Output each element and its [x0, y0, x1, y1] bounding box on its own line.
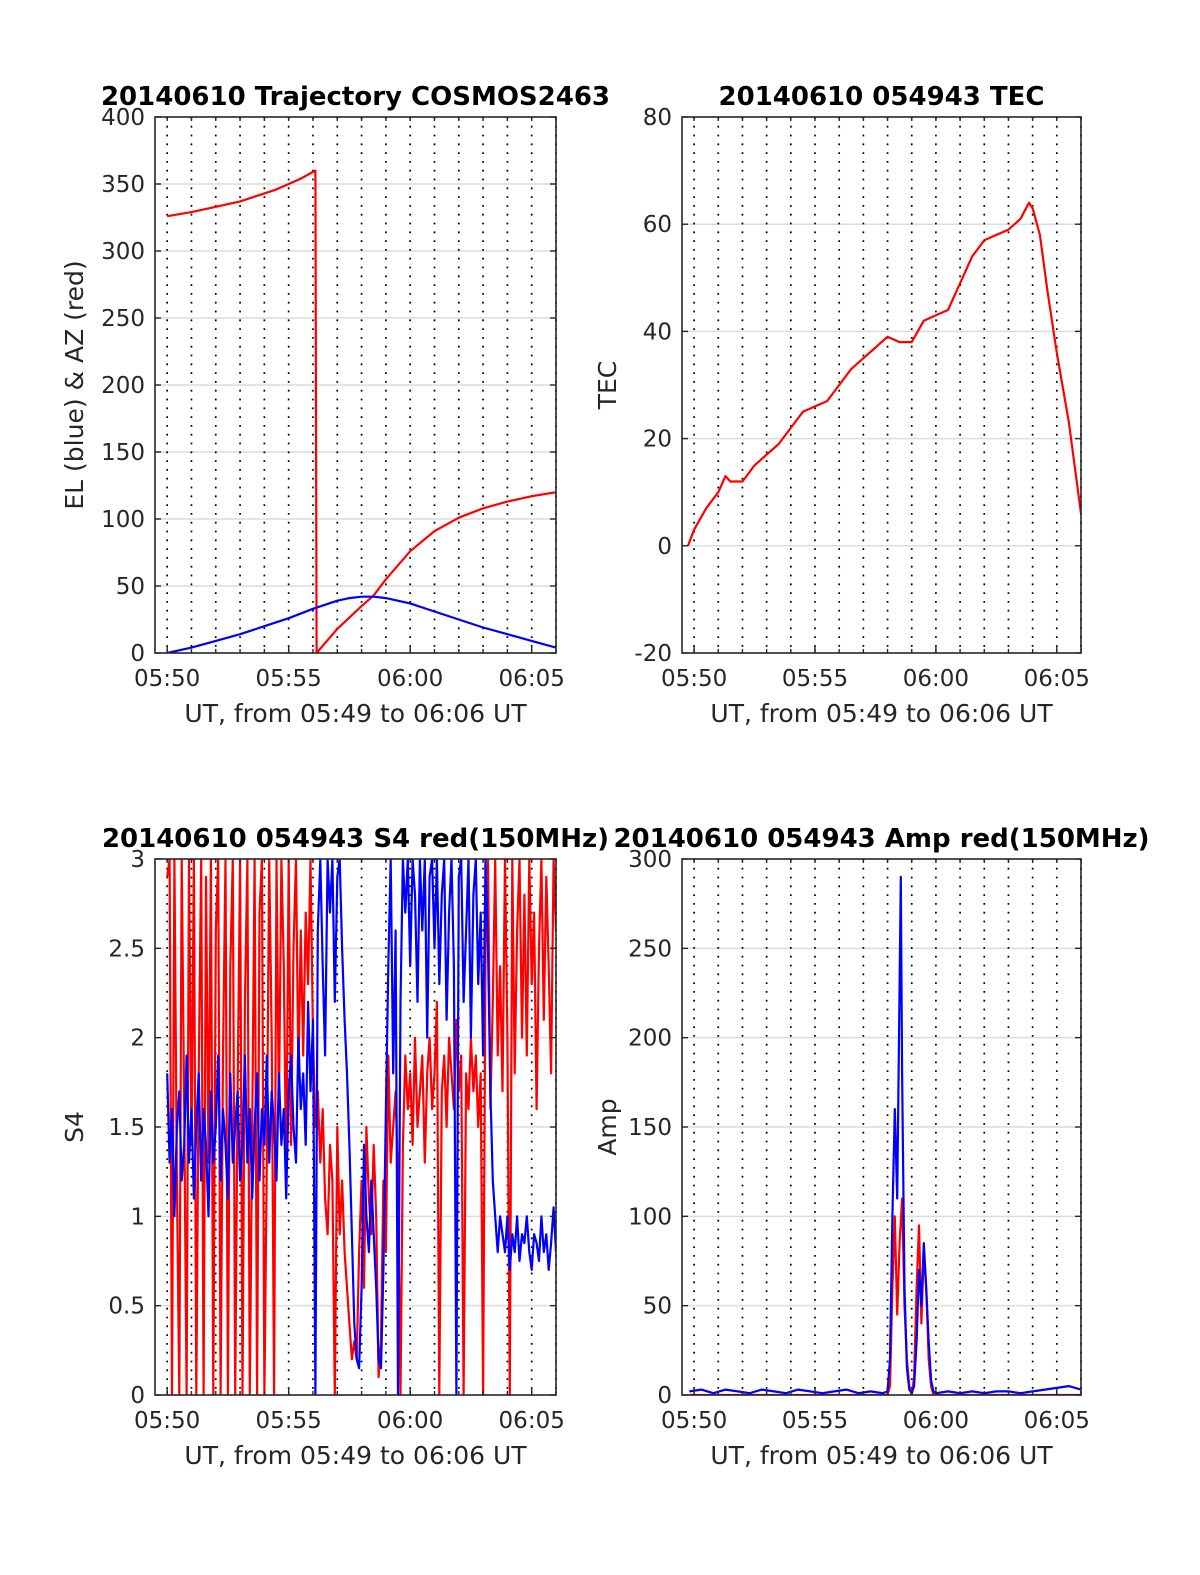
amp-xtick-label: 06:05 [1024, 1408, 1090, 1434]
amp-ytick-label: 100 [628, 1204, 672, 1230]
amp-panel: 0 50 100 150 200 250 300 05:50 05:55 06:00 06:05 20… [593, 824, 1150, 1470]
trajectory-series-red-line [167, 169, 556, 653]
tec-ytick-label: 60 [643, 212, 672, 238]
amp-series-blue-line [689, 875, 1081, 1395]
s4-ytick-label: 0.5 [108, 1294, 145, 1320]
tec-xtick-label: 05:55 [782, 666, 848, 692]
trajectory-ytick-label: 100 [101, 507, 145, 533]
trajectory-xlabel: UT, from 05:49 to 06:06 UT [184, 699, 527, 728]
tec-xlabel: UT, from 05:49 to 06:06 UT [710, 699, 1053, 728]
trajectory-series-blue-line [166, 595, 556, 653]
trajectory-xtick-label: 05:55 [256, 666, 322, 692]
s4-ytick-label: 2 [130, 1026, 145, 1052]
s4-series-red-line [166, 859, 556, 1395]
amp-ytick-label: 250 [628, 936, 672, 962]
amp-xtick-label: 05:55 [782, 1408, 848, 1434]
tec-xtick-label: 05:50 [661, 666, 727, 692]
trajectory-ytick-label: 200 [101, 373, 145, 399]
trajectory-ytick-label: 400 [101, 105, 145, 131]
tec-series-red-line [686, 201, 1081, 547]
s4-series-blue-line [166, 859, 556, 1395]
trajectory-xtick-label: 05:50 [134, 666, 200, 692]
amp-xlabel: UT, from 05:49 to 06:06 UT [710, 1441, 1053, 1470]
s4-panel: 0 0.5 1 1.5 2 2.5 3 05:50 05:55 06:00 06:05 2014061… [60, 824, 609, 1470]
trajectory-ytick-label: 250 [101, 306, 145, 332]
trajectory-ytick-label: 350 [101, 172, 145, 198]
s4-xtick-label: 05:50 [134, 1408, 200, 1434]
s4-xtick-label: 06:00 [377, 1408, 443, 1434]
trajectory-ylabel: EL (blue) & AZ (red) [60, 260, 89, 509]
amp-xtick-label: 06:00 [903, 1408, 969, 1434]
trajectory-ytick-label: 150 [101, 440, 145, 466]
s4-xlabel: UT, from 05:49 to 06:06 UT [184, 1441, 527, 1470]
s4-ytick-label: 1.5 [108, 1115, 145, 1141]
tec-ytick-label: 40 [643, 319, 672, 345]
s4-title: 20140610 054943 S4 red(150MHz) [102, 824, 609, 854]
trajectory-ytick-label: 50 [116, 574, 145, 600]
amp-ytick-label: 150 [628, 1115, 672, 1141]
trajectory-xtick-label: 06:00 [377, 666, 443, 692]
s4-ytick-label: 1 [130, 1204, 145, 1230]
trajectory-panel: 0 50 100 150 200 250 300 350 400 05:50 05:55 06:00 0… [60, 82, 610, 728]
tec-title: 20140610 054943 TEC [719, 82, 1045, 112]
trajectory-ytick-label: 0 [130, 641, 145, 667]
tec-axes-frame [681, 116, 1082, 654]
amp-ytick-label: 200 [628, 1026, 672, 1052]
amp-title: 20140610 054943 Amp red(150MHz) [613, 824, 1149, 854]
s4-ytick-label: 3 [130, 847, 145, 873]
s4-ylabel: S4 [60, 1111, 89, 1143]
amp-xtick-label: 05:50 [661, 1408, 727, 1434]
s4-ytick-label: 2.5 [108, 936, 145, 962]
tec-ytick-label: 20 [643, 427, 672, 453]
tec-ytick-label: -20 [634, 641, 672, 667]
amp-ytick-label: 50 [643, 1294, 672, 1320]
tec-ytick-label: 0 [657, 534, 672, 560]
s4-xtick-label: 06:05 [499, 1408, 565, 1434]
amp-series-red-line [689, 1197, 1081, 1395]
s4-ytick-label: 0 [130, 1383, 145, 1409]
tec-panel: -20 0 20 40 60 80 05:50 05:55 06:00 06:05 20140610… [593, 82, 1090, 728]
trajectory-ytick-label: 300 [101, 239, 145, 265]
trajectory-xtick-label: 06:05 [499, 666, 565, 692]
tec-xtick-label: 06:05 [1024, 666, 1090, 692]
tec-xtick-label: 06:00 [903, 666, 969, 692]
tec-ylabel: TEC [593, 361, 622, 411]
amp-ylabel: Amp [593, 1098, 622, 1155]
tec-ytick-label: 80 [643, 105, 672, 131]
s4-xtick-label: 05:55 [256, 1408, 322, 1434]
amp-ytick-label: 0 [657, 1383, 672, 1409]
amp-ytick-label: 300 [628, 847, 672, 873]
trajectory-title: 20140610 Trajectory COSMOS2463 [101, 82, 610, 112]
